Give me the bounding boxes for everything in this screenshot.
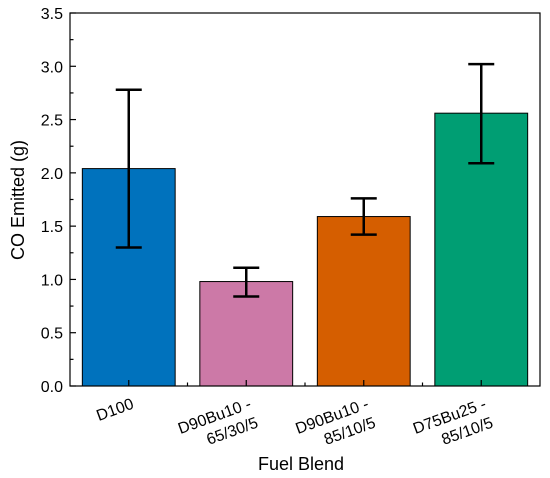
x-tick-label: D75Bu25 -85/10/5 bbox=[411, 396, 496, 457]
error-bars-group bbox=[115, 62, 495, 298]
bars-group bbox=[81, 112, 529, 387]
x-axis-label: Fuel Blend bbox=[258, 454, 344, 474]
bar-2 bbox=[199, 281, 294, 387]
y-axis-label: CO Emitted (g) bbox=[8, 140, 28, 260]
error-bar-2 bbox=[233, 266, 260, 298]
y-tick-label: 2.0 bbox=[41, 166, 63, 183]
bar-3 bbox=[316, 216, 411, 387]
error-bar-3 bbox=[350, 197, 377, 236]
y-tick-label: 1.5 bbox=[41, 219, 63, 236]
y-tick-label: 2.5 bbox=[41, 113, 63, 130]
error-bar-4 bbox=[468, 62, 495, 165]
x-tick-label-line: D100 bbox=[94, 396, 136, 425]
y-tick-labels: 0.0 0.5 1.0 1.5 2.0 2.5 3.0 3.5 bbox=[41, 6, 63, 396]
axes-group bbox=[69, 12, 541, 387]
x-tick-label: D90Bu10 -65/30/5 bbox=[176, 396, 261, 457]
y-tick-label: 0.5 bbox=[41, 326, 63, 343]
y-tick-label: 3.5 bbox=[41, 6, 63, 23]
y-tick-label: 3.0 bbox=[41, 59, 63, 76]
y-tick-label: 1.0 bbox=[41, 272, 63, 289]
error-bar-1 bbox=[115, 88, 142, 249]
y-tick-label: 0.0 bbox=[41, 379, 63, 396]
x-tick-label: D100 bbox=[94, 396, 136, 425]
x-tick-labels: D100 D90Bu10 -65/30/5 D90Bu10 -85/10/5 D75B… bbox=[94, 396, 496, 457]
x-tick-label: D90Bu10 -85/10/5 bbox=[293, 396, 378, 457]
